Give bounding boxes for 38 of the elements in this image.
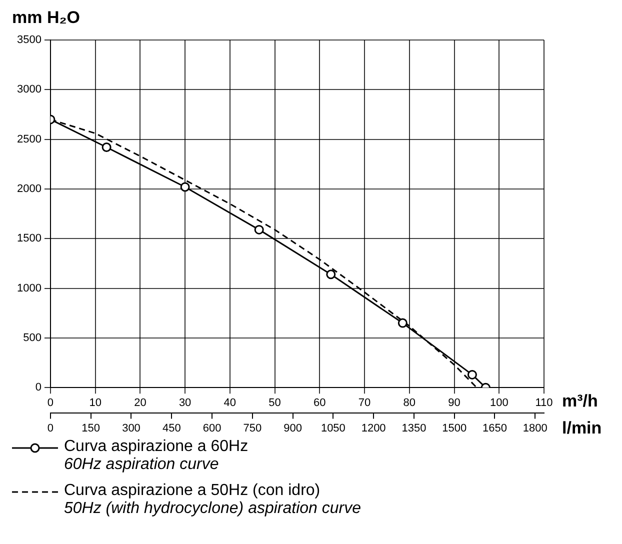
x-tick-label: 10	[89, 397, 102, 410]
x2-tick-label: 900	[284, 422, 302, 434]
x2-tick-label: 450	[162, 422, 181, 434]
x2-axis-title: l/min	[562, 418, 602, 438]
x-tick-label: 80	[403, 397, 416, 410]
y-axis-title: mm H₂O	[12, 8, 80, 28]
x2-tick-label: 750	[243, 422, 262, 434]
x-tick-label: 20	[134, 397, 146, 410]
y-tick-label: 2000	[16, 183, 42, 196]
legend-label: Curva aspirazione a 60Hz 60Hz aspiration curve	[64, 438, 248, 474]
y-tick-label: 2500	[16, 133, 42, 146]
x-tick-label: 90	[448, 397, 460, 410]
x2-tick-label: 300	[122, 422, 140, 434]
x2-tick-label: 150	[82, 422, 100, 434]
y-tick-label: 1000	[16, 282, 42, 294]
x-axis-title: m³/h	[562, 391, 598, 410]
x-tick-label: 110	[535, 397, 553, 410]
y-tick-label: 0	[35, 382, 42, 394]
y-tick-label: 500	[23, 332, 42, 344]
x-tick-label: 60	[314, 397, 326, 410]
x-tick-label: 0	[47, 397, 54, 410]
x2-tick-label: 0	[47, 422, 54, 434]
x2-tick-label: 1200	[361, 422, 386, 434]
x-tick-label: 70	[358, 397, 371, 410]
y-tick-label: 3000	[16, 84, 42, 96]
x-tick-label: 100	[490, 397, 508, 410]
x2-tick-label: 1500	[442, 422, 467, 434]
legend-label: Curva aspirazione a 50Hz (con idro) 50Hz (with hydrocyclone) aspiration curve	[64, 482, 362, 518]
y-tick-label: 3500	[16, 34, 42, 46]
x2-tick-label: 600	[202, 422, 222, 434]
y-tick-label: 1500	[16, 232, 42, 245]
x2-tick-label: 1350	[402, 422, 426, 434]
x2-tick-label: 1050	[320, 422, 346, 434]
x-tick-label: 50	[268, 397, 281, 410]
x2-tick-label: 1800	[522, 422, 548, 434]
x2-tick-label: 1650	[482, 422, 507, 434]
x-tick-label: 40	[224, 397, 236, 410]
x-tick-label: 30	[178, 397, 192, 410]
